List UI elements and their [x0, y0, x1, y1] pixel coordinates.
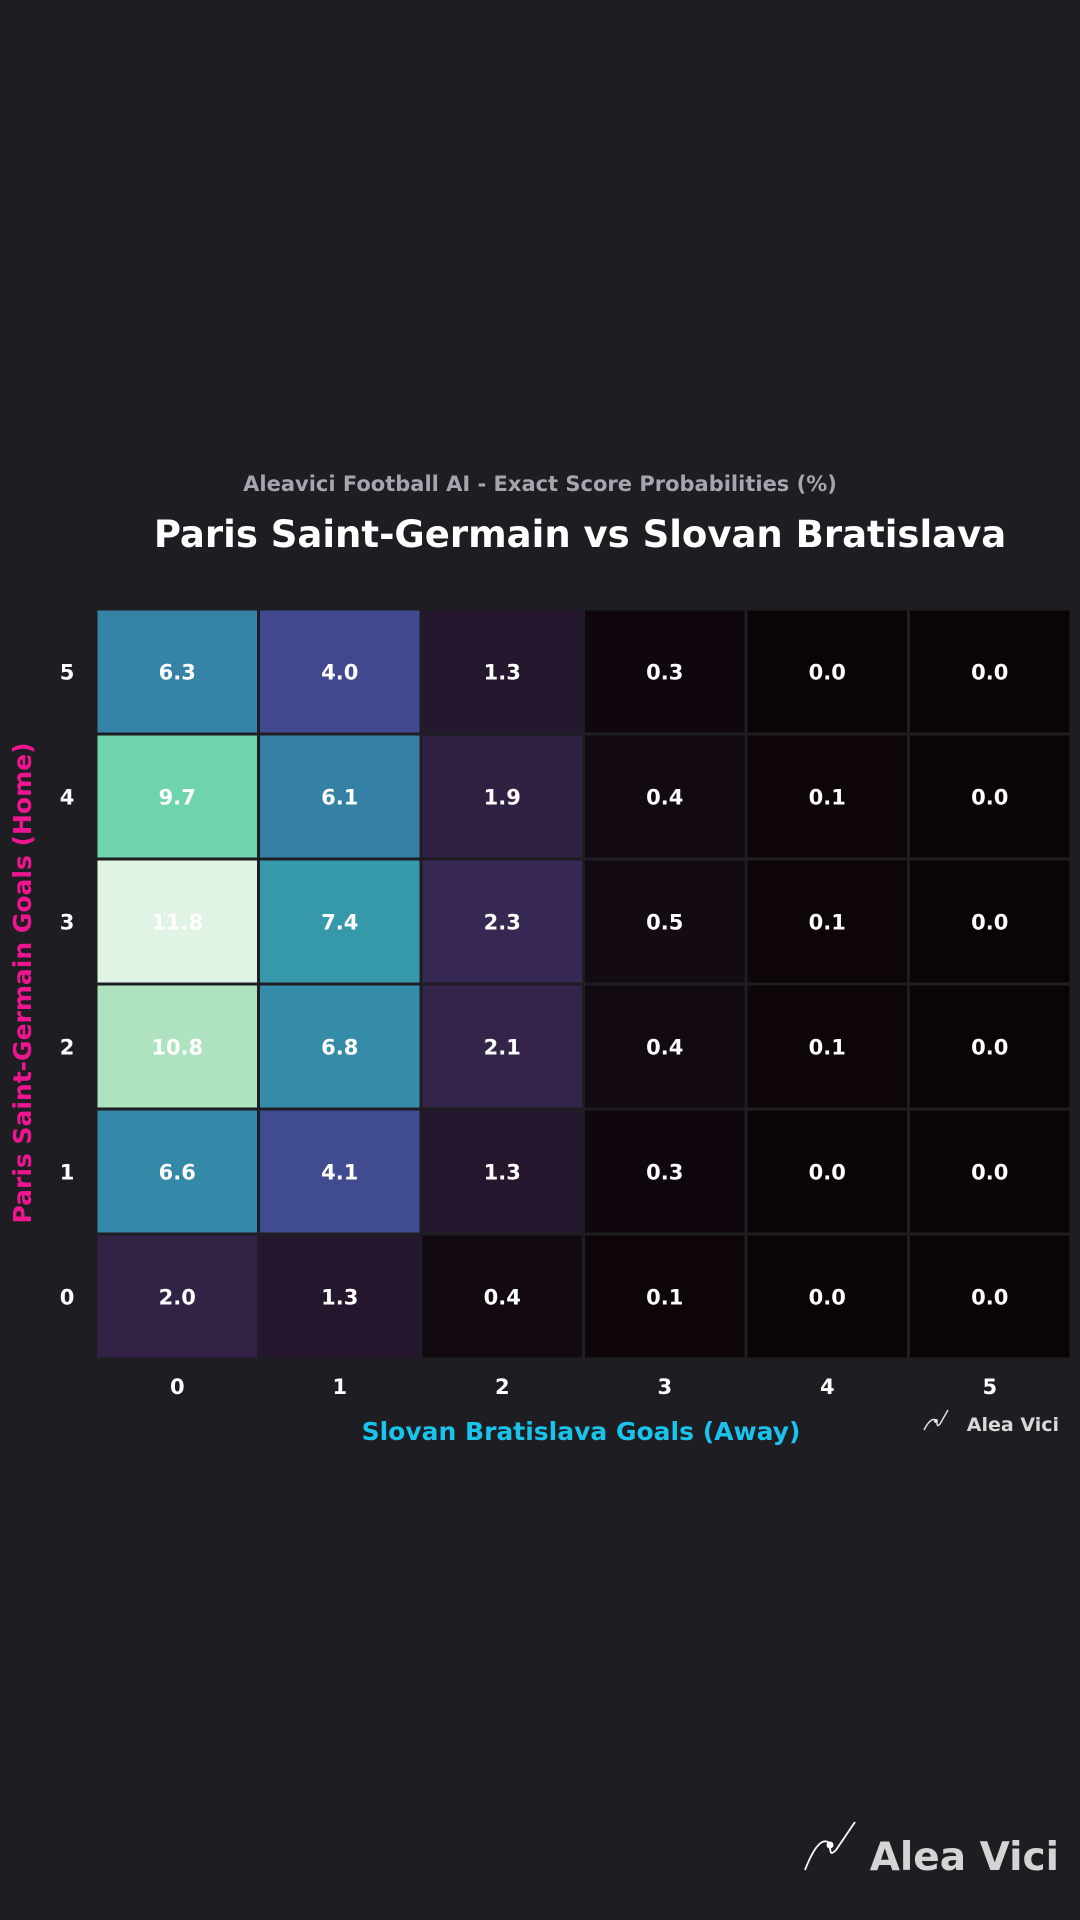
cell-value-label: 11.8: [151, 911, 203, 935]
heatmap-cell: [744, 1107, 910, 1236]
cell-value-label: 4.1: [321, 1161, 358, 1185]
cell-value-label: 0.3: [646, 661, 683, 685]
cell-value-label: 0.1: [809, 911, 846, 935]
heatmap-cell: [907, 982, 1073, 1111]
cell-value-label: 0.4: [646, 1036, 683, 1060]
cell-value-label: 0.1: [809, 786, 846, 810]
x-axis-ticks: 0 1 2 3 4 5: [170, 1375, 997, 1399]
y-tick-label: 3: [60, 911, 75, 935]
cell-value-label: 1.3: [484, 1161, 521, 1185]
cell-value-label: 1.3: [484, 661, 521, 685]
heatmap-cell: [257, 857, 423, 986]
cell-value-label: 7.4: [321, 911, 358, 935]
heatmap-cell: [419, 607, 585, 736]
cell-value-label: 0.1: [809, 1036, 846, 1060]
logo-large-dot-icon: [826, 1841, 834, 1849]
heatmap-cell: [744, 982, 910, 1111]
x-tick-label: 5: [982, 1375, 997, 1399]
cell-value-label: 0.4: [484, 1286, 521, 1310]
heatmap-cell: [907, 1107, 1073, 1236]
heatmap-cell: [582, 732, 748, 861]
cell-value-label: 6.6: [159, 1161, 196, 1185]
x-tick-label: 0: [170, 1375, 185, 1399]
heatmap-cell: [94, 607, 260, 736]
cell-value-label: 2.0: [159, 1286, 196, 1310]
y-tick-label: 5: [60, 661, 75, 685]
cell-value-label: 1.9: [484, 786, 521, 810]
heatmap-cell: [582, 1232, 748, 1361]
y-tick-label: 1: [60, 1161, 75, 1185]
y-tick-label: 2: [60, 1036, 75, 1060]
x-tick-label: 2: [495, 1375, 510, 1399]
heatmap-cell: [907, 607, 1073, 736]
y-tick-label: 4: [60, 786, 75, 810]
watermark-small: Alea Vici: [923, 1409, 1059, 1436]
x-tick-label: 1: [332, 1375, 347, 1399]
y-tick-label: 0: [60, 1286, 75, 1310]
heatmap-cell: [257, 607, 423, 736]
cell-value-label: 6.1: [321, 786, 358, 810]
cell-value-label: 2.3: [484, 911, 521, 935]
heatmap-cell: [907, 1232, 1073, 1361]
heatmap-cell: [582, 982, 748, 1111]
x-tick-label: 4: [820, 1375, 835, 1399]
cell-value-label: 0.0: [971, 786, 1008, 810]
cell-value-label: 0.0: [971, 1036, 1008, 1060]
heatmap-cell: [419, 1107, 585, 1236]
logo-large-icon: [804, 1821, 856, 1871]
watermark-big-text: Alea Vici: [870, 1835, 1059, 1880]
heatmap-cell: [257, 982, 423, 1111]
watermark-big: Alea Vici: [804, 1821, 1059, 1880]
cell-value-label: 10.8: [151, 1036, 203, 1060]
cell-value-label: 0.1: [646, 1286, 683, 1310]
chart-subtitle: Aleavici Football AI - Exact Score Proba…: [243, 472, 837, 496]
cell-value-label: 9.7: [159, 786, 196, 810]
x-tick-label: 3: [657, 1375, 672, 1399]
y-axis-ticks: 5 4 3 2 1 0: [60, 661, 75, 1310]
cell-value-label: 2.1: [484, 1036, 521, 1060]
logo-dot-icon: [934, 1419, 938, 1423]
cell-value-label: 6.8: [321, 1036, 358, 1060]
heatmap-cell: [582, 1107, 748, 1236]
cell-value-label: 0.0: [971, 1161, 1008, 1185]
cell-value-label: 4.0: [321, 661, 358, 685]
cell-value-label: 6.3: [159, 661, 196, 685]
heatmap-cell: [907, 857, 1073, 986]
watermark-small-text: Alea Vici: [967, 1414, 1059, 1436]
x-axis-label: Slovan Bratislava Goals (Away): [362, 1417, 801, 1446]
cell-value-label: 0.5: [646, 911, 683, 935]
cell-value-label: 0.0: [971, 661, 1008, 685]
heatmap-cell: [744, 1232, 910, 1361]
cell-value-label: 0.0: [809, 1286, 846, 1310]
heatmap-cell: [419, 982, 585, 1111]
y-axis-label: Paris Saint-Germain Goals (Home): [8, 742, 37, 1223]
heatmap-cell: [94, 982, 260, 1111]
heatmap-cell: [582, 857, 748, 986]
heatmap-cell: [257, 732, 423, 861]
cell-value-label: 0.0: [809, 661, 846, 685]
cell-value-label: 1.3: [321, 1286, 358, 1310]
heatmap-cell: [94, 1232, 260, 1361]
heatmap-cell: [744, 857, 910, 986]
cell-value-label: 0.0: [971, 1286, 1008, 1310]
chart-title: Paris Saint-Germain vs Slovan Bratislava: [154, 513, 1006, 556]
cell-value-label: 0.0: [971, 911, 1008, 935]
cell-value-label: 0.3: [646, 1161, 683, 1185]
heatmap-cells: 6.3 4.0 1.3 0.3 0.0 0.0 9.7 6.1 1.9 0.4 0.1 0.0 11.8…: [94, 607, 1073, 1361]
cell-value-label: 0.0: [809, 1161, 846, 1185]
heatmap-cell: [907, 732, 1073, 861]
cell-value-label: 0.4: [646, 786, 683, 810]
